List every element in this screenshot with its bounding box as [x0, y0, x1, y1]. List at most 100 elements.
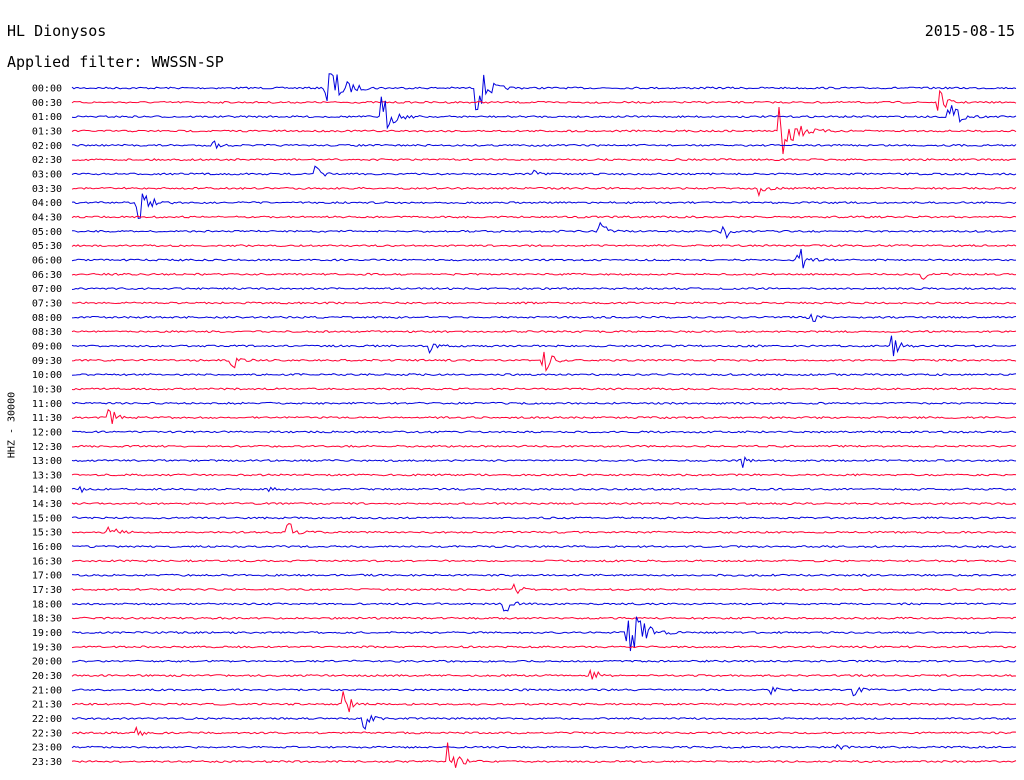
trace-line [71, 335, 1017, 357]
time-label: 21:00 [32, 685, 62, 696]
trace-line [71, 408, 1017, 424]
time-label: 17:00 [32, 571, 62, 582]
trace-line [71, 573, 1017, 577]
trace-line [71, 668, 1017, 680]
trace-line [71, 659, 1017, 663]
date-label: 2015-08-15 [924, 22, 1015, 40]
time-label: 13:30 [32, 470, 62, 481]
trace-line [71, 401, 1017, 405]
time-label: 19:30 [32, 642, 62, 653]
trace-line [71, 744, 1017, 751]
trace-line [71, 140, 1017, 150]
time-label: 11:00 [32, 399, 62, 410]
time-label: 09:00 [32, 341, 62, 352]
time-label: 23:00 [32, 743, 62, 754]
time-label: 01:00 [32, 112, 62, 123]
time-label: 15:30 [32, 528, 62, 539]
trace-line [71, 455, 1017, 468]
trace-line [71, 221, 1017, 240]
trace-line [71, 516, 1017, 520]
trace-line [71, 96, 1017, 130]
time-label: 14:30 [32, 499, 62, 510]
trace-line [71, 616, 1017, 652]
time-label: 12:30 [32, 442, 62, 453]
trace-line [71, 545, 1017, 549]
trace-line [71, 601, 1017, 612]
time-label: 22:00 [32, 714, 62, 725]
trace-line [71, 244, 1017, 248]
trace-line [71, 485, 1017, 494]
trace-line [71, 313, 1017, 323]
time-label: 07:00 [32, 284, 62, 295]
trace-line [71, 165, 1017, 177]
time-label: 02:30 [32, 155, 62, 166]
trace-line [71, 691, 1017, 713]
time-label: 13:00 [32, 456, 62, 467]
time-label: 23:30 [32, 757, 62, 768]
time-label: 05:30 [32, 241, 62, 252]
time-label: 20:00 [32, 657, 62, 668]
trace-line [71, 645, 1017, 649]
time-label: 04:00 [32, 198, 62, 209]
trace-line [71, 387, 1017, 391]
trace-line [71, 272, 1017, 280]
time-label: 11:30 [32, 413, 62, 424]
time-label: 15:00 [32, 513, 62, 524]
time-label: 22:30 [32, 728, 62, 739]
time-label: 21:30 [32, 700, 62, 711]
trace-line [71, 301, 1017, 305]
time-label: 00:00 [32, 84, 62, 95]
trace-line [71, 215, 1017, 219]
time-label: 06:00 [32, 255, 62, 266]
trace-line [71, 725, 1017, 737]
trace-line [71, 193, 1017, 219]
time-label: 17:30 [32, 585, 62, 596]
time-label: 18:00 [32, 599, 62, 610]
trace-line [71, 714, 1017, 731]
time-label: 05:00 [32, 227, 62, 238]
trace-line [71, 89, 1017, 111]
time-label: 08:30 [32, 327, 62, 338]
trace-line [71, 473, 1017, 477]
time-label: 19:00 [32, 628, 62, 639]
time-label: 14:00 [32, 485, 62, 496]
time-label: 00:30 [32, 98, 62, 109]
time-label: 18:30 [32, 614, 62, 625]
time-label: 10:30 [32, 384, 62, 395]
trace-line [71, 742, 1017, 768]
time-label: 03:30 [32, 184, 62, 195]
trace-line [71, 686, 1017, 697]
trace-line [71, 616, 1016, 620]
filter-label: Applied filter: WWSSN-SP [7, 53, 224, 71]
time-label: 07:30 [32, 298, 62, 309]
time-label: 10:00 [32, 370, 62, 381]
time-label: 16:00 [32, 542, 62, 553]
trace-line [72, 444, 1017, 448]
station-title: HL Dionysos [7, 22, 107, 40]
trace-line [71, 287, 1017, 291]
time-label: 20:30 [32, 671, 62, 682]
time-label: 09:30 [32, 356, 62, 367]
trace-line [71, 248, 1017, 269]
time-label: 02:00 [32, 141, 62, 152]
time-label: 16:30 [32, 556, 62, 567]
trace-line [71, 430, 1017, 434]
trace-line [71, 582, 1017, 595]
trace-line [71, 186, 1017, 198]
trace-line [71, 330, 1017, 334]
time-label: 04:30 [32, 212, 62, 223]
trace-line [71, 351, 1017, 372]
time-label: 12:00 [32, 427, 62, 438]
time-label: 01:30 [32, 126, 62, 137]
trace-line [71, 373, 1017, 377]
time-label: 06:30 [32, 270, 62, 281]
trace-line [71, 502, 1017, 506]
trace-line [71, 158, 1017, 162]
trace-line [71, 107, 1017, 155]
trace-line [71, 559, 1017, 563]
trace-line [71, 73, 1017, 111]
time-label: 03:00 [32, 169, 62, 180]
trace-line [71, 523, 1017, 535]
time-label: 08:00 [32, 313, 62, 324]
